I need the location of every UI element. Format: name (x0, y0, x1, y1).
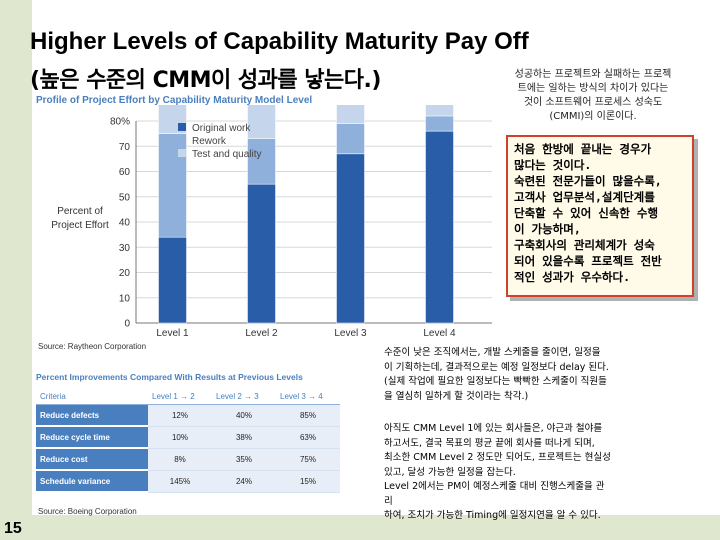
chart-bars (158, 105, 454, 324)
legend-label: Rework (192, 136, 227, 147)
note-line: 최소한 CMM Level 2 정도만 되어도, 프로젝트는 현실성 (384, 452, 611, 463)
y-tick-label: 40 (119, 218, 131, 229)
bar-segment (425, 115, 454, 132)
y-tick-label: 60 (119, 167, 131, 178)
table-cell-criteria: Reduce cost (36, 448, 148, 471)
top-note-line: 성공하는 프로젝트와 실패하는 프로젝 (514, 69, 672, 80)
y-tick-label: 20 (119, 268, 131, 279)
table-cell: 24% (212, 470, 276, 493)
callout-line: 단축할 수 있어 신속한 수행 (514, 206, 659, 220)
note-line: 아직도 CMM Level 1에 있는 회사들은, 야근과 철야를 (384, 423, 603, 434)
chart-title: Profile of Project Effort by Capability … (36, 95, 313, 106)
note-line: 하고서도, 결국 목표의 평균 끝에 회사를 떠나게 되며, (384, 437, 595, 449)
top-note-line: 것이 소프트웨어 프로세스 성숙도 (523, 97, 663, 108)
chart-legend: Original work Rework Test and quality (178, 123, 262, 160)
table-cell: 15% (276, 470, 340, 493)
bar-segment (247, 105, 276, 139)
top-note: 성공하는 프로젝트와 실패하는 프로젝 트에는 일하는 방식의 차이가 있다는 … (488, 68, 698, 124)
bar-segment (336, 105, 365, 124)
legend-swatch (178, 123, 186, 131)
callout-line: 숙련된 전문가들이 많을수록, (514, 174, 662, 188)
callout-line: 처음 한방에 끝내는 경우가 (514, 142, 652, 156)
y-tick-label: 0 (124, 319, 130, 330)
callout-line: 고객사 업무분석,설계단계를 (514, 190, 655, 204)
y-tick-label: 50 (119, 192, 131, 203)
note-line: 하여, 조치가 가능한 Timing에 일정지연을 알 수 있다. (384, 510, 601, 521)
note-line: 있고, 달성 가능한 일정을 잡는다. (384, 466, 516, 478)
table-cell: 145% (148, 470, 212, 493)
table-cell-criteria: Schedule variance (36, 470, 148, 493)
note-line: 이 기획하는데, 결과적으로는 예정 일정보다 delay 된다. (384, 361, 609, 373)
callout-box: 처음 한방에 끝내는 경우가 많다는 것이다. 숙련된 전문가들이 많을수록, … (506, 135, 694, 297)
bar-segment (247, 183, 276, 324)
slide-subtitle: (높은 수준의 CMM이 성과를 낳는다.) (30, 68, 381, 93)
table-header-row: Criteria Level 1 → 2 Level 2 → 3 Level 3… (36, 388, 340, 405)
callout-line: 적인 성과가 우수하다. (514, 270, 630, 284)
bar-segment (158, 236, 187, 324)
note-line: Level 2에서는 PM이 예정스케줄 대비 진행스케줄을 관 (384, 481, 605, 492)
slide-footer-bar (0, 515, 720, 540)
slide-title: Higher Levels of Capability Maturity Pay… (30, 28, 529, 55)
table-row: Reduce cycle time 10% 38% 63% (36, 426, 340, 449)
table-cell: 10% (148, 426, 212, 449)
y-tick-label: 10 (119, 293, 131, 304)
callout-line: 이 가능하며, (514, 222, 581, 236)
table-title: Percent Improvements Compared With Resul… (36, 372, 303, 382)
table-cell-criteria: Reduce cycle time (36, 426, 148, 449)
top-note-line: (CMMI)의 이론이다. (549, 111, 637, 122)
note-low-level: 수준이 낮은 조직에서는, 개발 스케줄을 줄이면, 일정을 이 기획하는데, … (384, 346, 694, 404)
note-line: (실제 작업에 필요한 일정보다는 빡빡한 스케줄이 직원들 (384, 376, 607, 387)
bar-segment (247, 138, 276, 185)
table-row: Schedule variance 145% 24% 15% (36, 470, 340, 493)
table-cell: 85% (276, 404, 340, 427)
improvement-table: Criteria Level 1 → 2 Level 2 → 3 Level 3… (36, 388, 340, 493)
note-line: 을 열심히 일하게 할 것이라는 착각.) (384, 390, 529, 402)
table-cell: 38% (212, 426, 276, 449)
callout-line: 구축회사의 관리체계가 성숙 (514, 238, 655, 252)
bar-segment (425, 105, 454, 117)
callout-line: 되어 있을수록 프로젝트 전반 (514, 254, 662, 268)
top-note-line: 트에는 일하는 방식의 차이가 있다는 (517, 83, 669, 94)
table-header: Level 3 → 4 (276, 388, 340, 405)
table-cell-criteria: Reduce defects (36, 404, 148, 427)
y-tick-label: 80% (110, 117, 130, 128)
legend-label: Original work (192, 123, 251, 134)
chart-source: Source: Raytheon Corporation (38, 342, 147, 351)
x-tick-label: Level 4 (423, 328, 456, 339)
table-header: Level 2 → 3 (212, 388, 276, 405)
table-cell: 63% (276, 426, 340, 449)
page-number: 15 (4, 520, 22, 537)
x-tick-label: Level 3 (334, 328, 367, 339)
note-cmm-level: 아직도 CMM Level 1에 있는 회사들은, 야근과 철야를 하고서도, … (384, 422, 694, 524)
table-cell: 40% (212, 404, 276, 427)
table-cell: 35% (212, 448, 276, 471)
callout-line: 많다는 것이다. (514, 158, 592, 172)
table-cell: 12% (148, 404, 212, 427)
table-cell: 8% (148, 448, 212, 471)
y-axis-label-line: Percent of (57, 206, 103, 217)
note-line: 수준이 낮은 조직에서는, 개발 스케줄을 줄이면, 일정을 (384, 347, 601, 358)
bar-segment (336, 153, 365, 324)
table-header: Level 1 → 2 (148, 388, 212, 405)
bar-segment (425, 130, 454, 324)
table-cell: 75% (276, 448, 340, 471)
legend-swatch (178, 136, 186, 144)
x-tick-label: Level 2 (245, 328, 278, 339)
y-tick-label: 70 (119, 142, 131, 153)
table-row: Reduce cost 8% 35% 75% (36, 448, 340, 471)
y-tick-label: 30 (119, 243, 131, 254)
effort-bar-chart: 0 10 20 30 40 50 60 70 80% Level 1 Level 2 Level 3 L… (51, 105, 492, 339)
note-line: 리 (384, 495, 393, 507)
y-axis-label-line: Project Effort (51, 220, 109, 231)
bar-segment (336, 123, 365, 155)
slide-sidebar (0, 0, 32, 540)
table-row: Reduce defects 12% 40% 85% (36, 404, 340, 427)
legend-swatch (178, 149, 186, 157)
x-tick-label: Level 1 (156, 328, 189, 339)
table-source: Source: Boeing Corporation (38, 507, 137, 516)
table-header: Criteria (36, 388, 148, 405)
legend-label: Test and quality (192, 149, 262, 160)
